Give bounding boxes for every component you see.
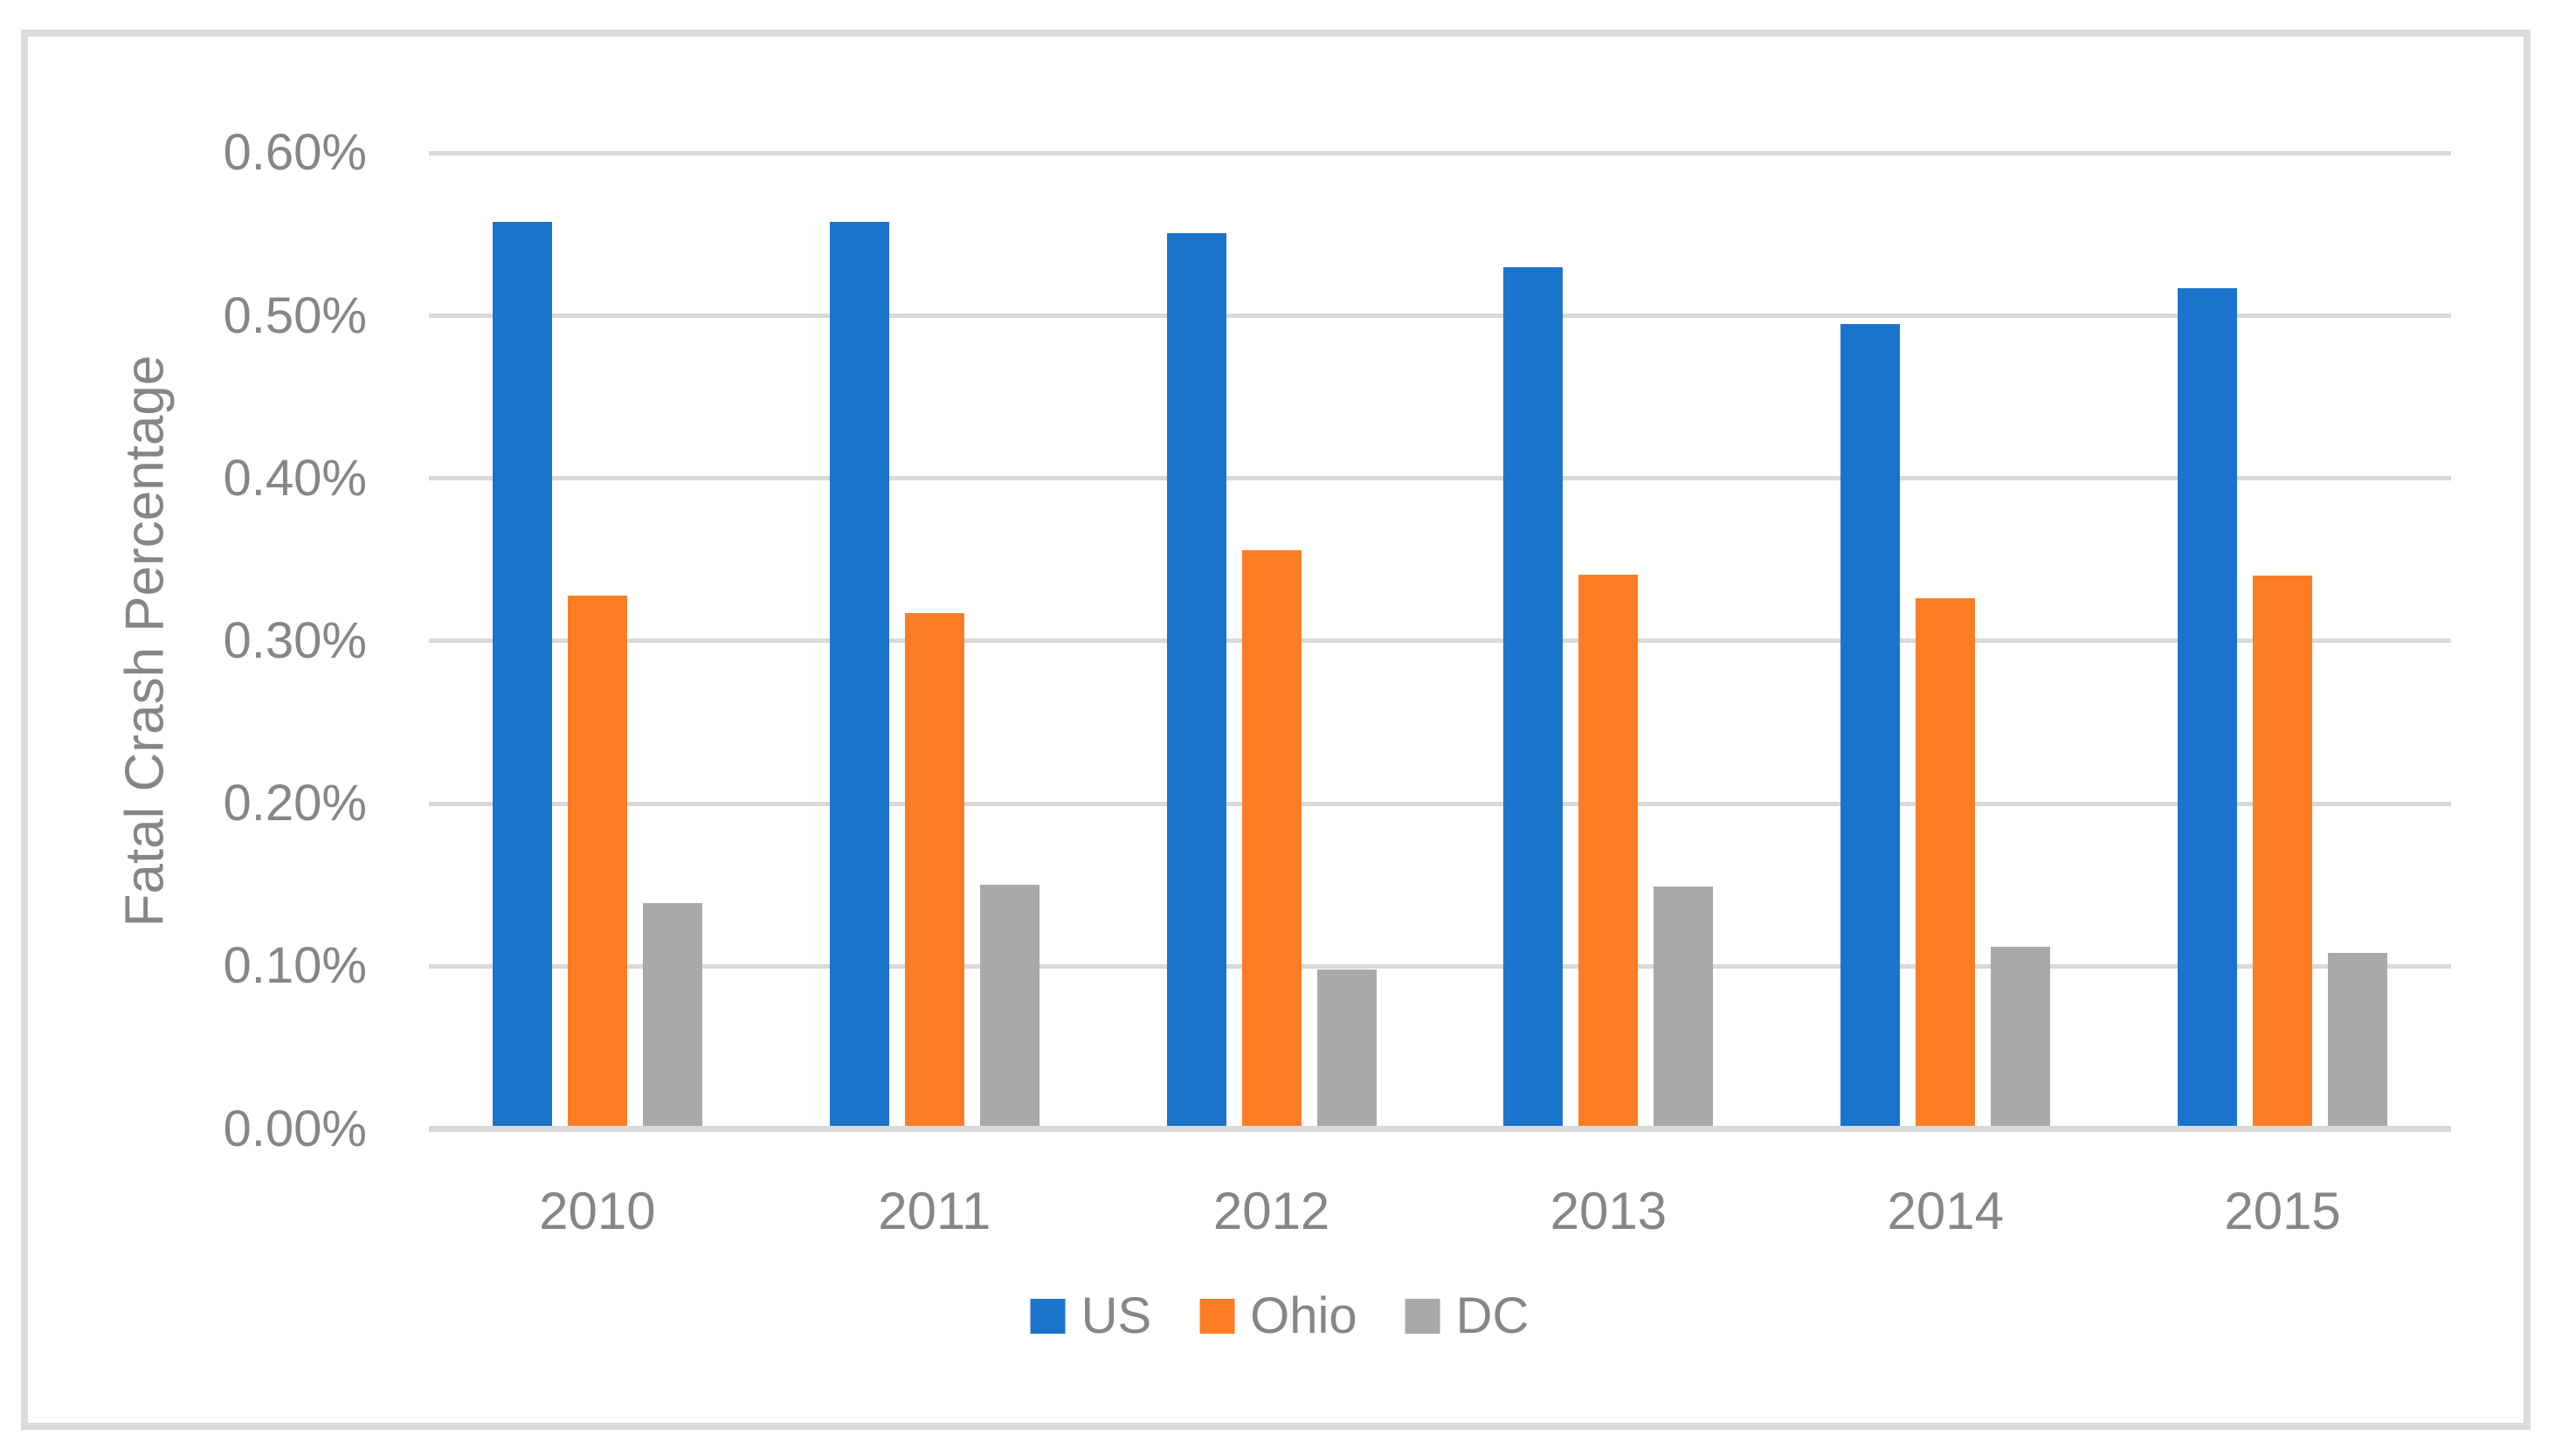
gridline-0.30% — [429, 638, 2451, 644]
y-tick-label-0.00%: 0.00% — [223, 1100, 367, 1157]
bar-us-2015 — [2178, 287, 2238, 1126]
bar-ohio-2015 — [2253, 576, 2313, 1126]
bar-ohio-2014 — [1916, 598, 1976, 1126]
bar-ohio-2012 — [1241, 549, 1302, 1126]
y-tick-label-0.20%: 0.20% — [223, 775, 367, 832]
legend: US Ohio DC — [1030, 1287, 1530, 1344]
x-tick-label-2012: 2012 — [1212, 1182, 1330, 1240]
bar-dc-2014 — [1991, 946, 2051, 1126]
y-tick-label-0.10%: 0.10% — [223, 937, 367, 995]
legend-swatch-us — [1030, 1299, 1066, 1334]
gridline-0.40% — [429, 476, 2451, 481]
legend-swatch-dc — [1405, 1299, 1440, 1334]
y-tick-label-0.60%: 0.60% — [223, 124, 367, 182]
bar-us-2012 — [1166, 232, 1226, 1126]
bar-dc-2013 — [1654, 887, 1714, 1126]
legend-swatch-ohio — [1199, 1299, 1235, 1334]
legend-item-dc: DC — [1405, 1287, 1530, 1344]
x-tick-label-2010: 2010 — [539, 1182, 656, 1240]
bar-ohio-2011 — [904, 613, 964, 1126]
legend-item-us: US — [1030, 1287, 1152, 1344]
x-tick-label-2011: 2011 — [878, 1182, 991, 1240]
gridline-0.50% — [429, 314, 2451, 318]
gridline-0.10% — [429, 963, 2451, 969]
y-tick-label-0.40%: 0.40% — [223, 449, 367, 507]
y-tick-label-0.50%: 0.50% — [223, 286, 367, 344]
bar-dc-2012 — [1316, 970, 1377, 1126]
gridline-0.20% — [429, 801, 2451, 806]
bar-us-2010 — [492, 221, 552, 1126]
legend-label-us: US — [1081, 1287, 1152, 1344]
legend-label-ohio: Ohio — [1250, 1287, 1357, 1344]
x-tick-label-2015: 2015 — [2224, 1182, 2341, 1240]
x-axis-line — [429, 1126, 2451, 1132]
bar-ohio-2013 — [1578, 574, 1639, 1126]
bar-dc-2010 — [642, 902, 702, 1126]
x-tick-label-2014: 2014 — [1887, 1182, 2004, 1240]
bar-dc-2011 — [979, 885, 1039, 1126]
bar-us-2011 — [829, 221, 889, 1126]
legend-label-dc: DC — [1455, 1287, 1530, 1344]
bar-ohio-2010 — [567, 595, 627, 1126]
bar-dc-2015 — [2328, 953, 2388, 1126]
gridline-0.60% — [429, 150, 2451, 155]
bar-us-2014 — [1840, 323, 1901, 1126]
x-tick-label-2013: 2013 — [1550, 1182, 1668, 1240]
legend-item-ohio: Ohio — [1199, 1291, 1357, 1342]
y-tick-label-0.30%: 0.30% — [223, 611, 367, 669]
bar-us-2013 — [1503, 266, 1564, 1126]
